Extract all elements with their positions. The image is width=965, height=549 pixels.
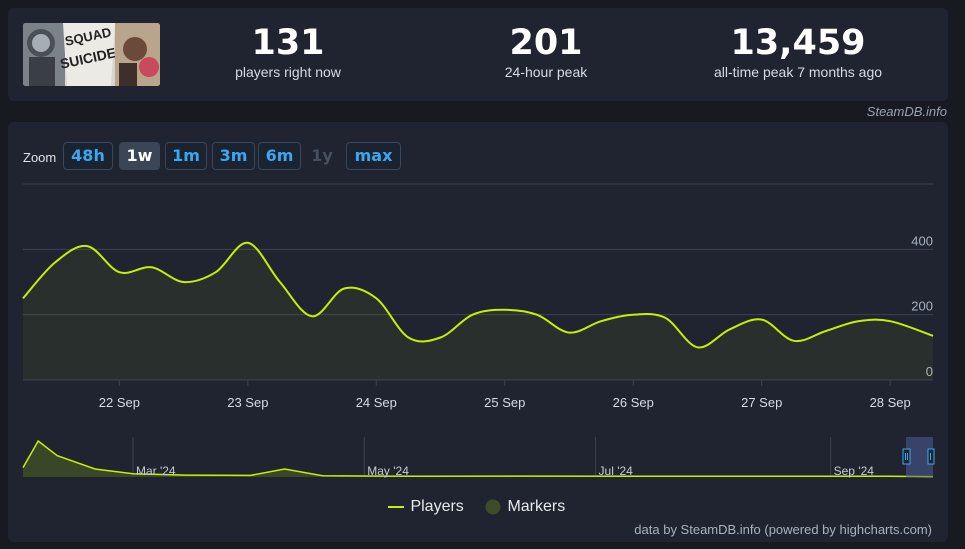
navigator-line [22,439,934,478]
x-tick-label: 26 Sep [613,395,654,410]
game-art-image: SQUAD SUICIDE [23,23,160,86]
y-tick-label: 200 [911,299,933,314]
navigator-x-tick-label: May '24 [367,464,409,478]
zoom-6m-button[interactable]: 6m [258,142,301,170]
zoom-max-button[interactable]: max [346,142,401,170]
all-time-peak-stat: 13,459 all-time peak 7 months ago [688,24,908,80]
chart-svg: 0 200 400 22 Sep 23 Sep 24 Sep 25 Sep 26 Sep 27… [22,183,935,478]
peak-24h-stat: 201 24-hour peak [466,24,626,80]
y-tick-label: 400 [911,233,933,248]
current-players-value: 131 [251,23,325,63]
zoom-1m-button[interactable]: 1m [165,142,207,170]
legend-markers-label: Markers [507,498,566,516]
players-area-fill [23,242,933,380]
chart-panel: Zoom 48h 1w 1m 3m 6m 1y max 0 200 400 22 S… [8,122,948,542]
x-tick-label: 25 Sep [484,395,525,410]
zoom-48h-button[interactable]: 48h [63,142,113,170]
current-players-label: players right now [235,64,341,80]
navigator-left-handle[interactable] [902,448,911,465]
markers-legend-circle-icon [485,499,501,515]
peak-24h-label: 24-hour peak [504,64,588,80]
zoom-label: Zoom [23,150,57,165]
x-tick-label: 27 Sep [741,395,782,410]
zoom-1y-button: 1y [311,146,333,165]
peak-24h-value: 201 [509,23,583,63]
all-time-peak-label: all-time peak 7 months ago [713,64,883,80]
zoom-3m-button[interactable]: 3m [212,142,255,170]
y-tick-label: 0 [926,364,933,379]
x-tick-label: 24 Sep [356,395,397,410]
navigator-x-tick-label: Sep '24 [834,464,875,478]
players-series-line[interactable] [22,241,934,349]
current-players-stat: 131 players right now [208,24,368,80]
navigator-right-handle[interactable] [927,448,935,465]
game-thumbnail: SQUAD SUICIDE [23,23,160,86]
navigator-x-tick-label: Jul '24 [599,464,634,478]
legend-item-markers[interactable]: Markers [485,498,565,516]
navigator-area [23,441,933,477]
navigator-x-tick-label: Mar '24 [136,464,176,478]
highcharts-credit[interactable]: data by SteamDB.info (powered by highcha… [634,522,932,537]
navigator-background [23,437,933,477]
players-legend-line-icon [388,505,404,508]
stats-panel: SQUAD SUICIDE 131 players right now 201 … [8,8,948,101]
all-time-peak-value: 13,459 [730,23,866,63]
steamdb-credit[interactable]: SteamDB.info [866,104,947,119]
legend-item-players[interactable]: Players [388,498,464,516]
x-tick-label: 28 Sep [870,395,911,410]
navigator[interactable]: Mar '24 May '24 Jul '24 Sep '24 [22,437,935,478]
zoom-1w-button[interactable]: 1w [119,142,160,170]
legend-players-label: Players [410,498,464,515]
x-tick-label: 22 Sep [99,395,140,410]
x-tick-label: 23 Sep [227,395,268,410]
